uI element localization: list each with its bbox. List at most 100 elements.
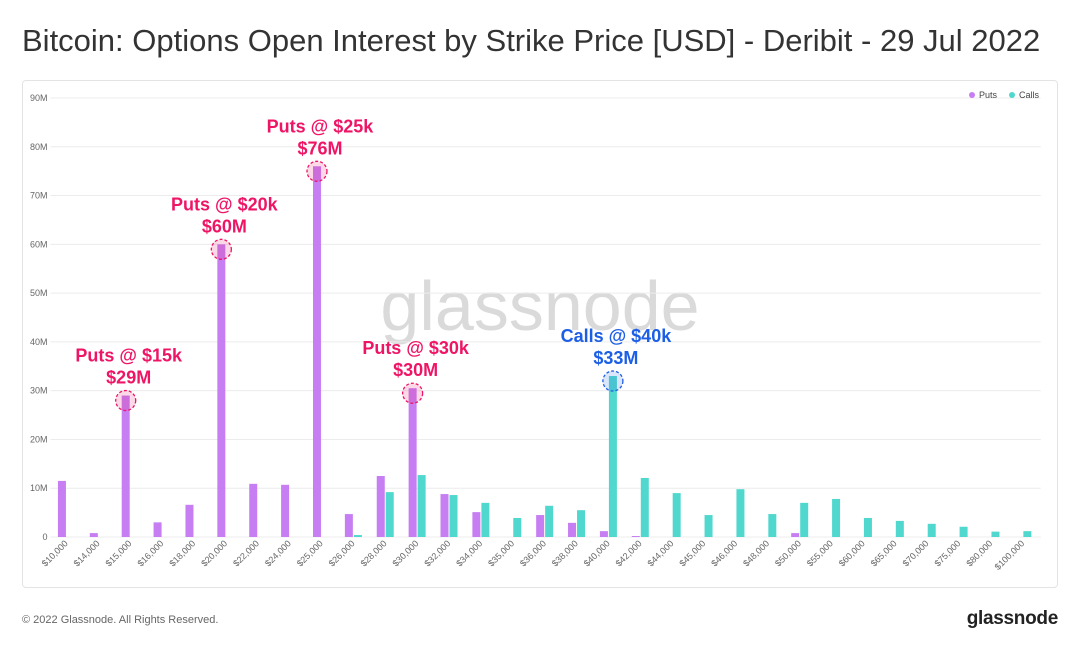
bar-puts: [185, 504, 194, 537]
bar-calls: [768, 514, 777, 537]
annotation-label: Puts @ $20k: [171, 194, 279, 214]
page-title: Bitcoin: Options Open Interest by Strike…: [22, 23, 1041, 58]
y-tick-label: 20M: [30, 434, 48, 444]
annotation-marker: [115, 389, 137, 412]
x-tick-label: $24,000: [263, 538, 293, 568]
x-tick-label: $10,000: [40, 538, 70, 568]
x-tick-label: $70,000: [901, 538, 931, 568]
bar-puts: [631, 536, 640, 537]
copyright-text: © 2022 Glassnode. All Rights Reserved.: [22, 614, 219, 626]
bar-puts: [536, 515, 545, 537]
bar-puts: [249, 483, 258, 537]
bar-calls: [545, 505, 554, 537]
bar-calls: [353, 535, 362, 537]
bar-puts: [121, 395, 130, 537]
x-tick-label: $42,000: [614, 538, 644, 568]
x-tick-label: $36,000: [518, 538, 548, 568]
x-tick-label: $80,000: [964, 538, 994, 568]
annotation-value: $60M: [202, 216, 247, 236]
annotations: Puts @ $15k$29M Puts @ $20k$60M Puts @ $25…: [75, 116, 673, 412]
x-tick-label: $28,000: [359, 538, 389, 568]
annotation-puts: Puts @ $20k$60M: [171, 194, 279, 260]
x-tick-label: $34,000: [454, 538, 484, 568]
bar-puts: [217, 244, 226, 538]
x-tick-label: $44,000: [646, 538, 676, 568]
bar-calls: [513, 517, 522, 537]
y-tick-label: 0: [42, 532, 47, 542]
x-tick-label: $40,000: [582, 538, 612, 568]
legend-item-calls[interactable]: Calls: [1008, 89, 1039, 101]
x-axis: $10,000 $14,000 $15,000 $16,000 $18,000 $20,0…: [40, 538, 1027, 572]
x-tick-label: $25,000: [295, 538, 325, 568]
bar-calls: [927, 523, 936, 537]
annotation-label: Puts @ $15k: [75, 346, 183, 366]
legend: Puts Calls: [968, 89, 1039, 101]
y-tick-label: 80M: [30, 142, 48, 152]
legend-item-puts[interactable]: Puts: [968, 89, 997, 101]
x-tick-label: $18,000: [167, 538, 197, 568]
bar-puts: [791, 533, 800, 537]
legend-label-calls: Calls: [1018, 90, 1039, 100]
bar-puts: [57, 480, 66, 537]
bar-calls: [832, 498, 841, 537]
x-tick-label: $14,000: [72, 538, 102, 568]
bar-calls: [672, 493, 681, 537]
annotation-marker: [401, 382, 424, 404]
annotation-marker: [210, 238, 232, 260]
x-tick-label: $15,000: [104, 538, 134, 568]
gridlines: [50, 97, 1041, 538]
glassnode-logo[interactable]: glassnode: [966, 608, 1059, 629]
x-tick-label: $50,000: [773, 538, 803, 568]
x-tick-label: $30,000: [390, 538, 420, 568]
series-puts: [57, 166, 800, 538]
annotation-value: $33M: [593, 348, 638, 368]
annotation-label: Calls @ $40k: [561, 326, 673, 346]
bar-calls: [385, 492, 394, 537]
bar-calls: [959, 526, 968, 537]
series-calls: [353, 376, 1032, 537]
x-tick-label: $45,000: [677, 538, 707, 568]
annotation-value: $30M: [393, 360, 438, 380]
annotation-value: $29M: [106, 368, 151, 388]
bar-puts: [281, 484, 290, 537]
legend-label-puts: Puts: [978, 90, 997, 100]
x-tick-label: $75,000: [932, 538, 962, 568]
annotation-label: Puts @ $30k: [362, 338, 470, 358]
y-tick-label: 90M: [30, 93, 48, 103]
x-tick-label: $48,000: [741, 538, 771, 568]
bar-calls: [577, 510, 586, 537]
bar-calls: [800, 502, 809, 537]
x-tick-label: $55,000: [805, 538, 835, 568]
bar-calls: [704, 515, 713, 537]
legend-dot-calls-icon: [1008, 92, 1015, 98]
y-tick-label: 10M: [30, 483, 48, 493]
annotation-puts: Puts @ $15k$29M: [75, 346, 183, 412]
legend-dot-puts-icon: [968, 92, 975, 98]
x-tick-label: $38,000: [550, 538, 580, 568]
x-tick-label: $20,000: [199, 538, 229, 568]
bar-calls: [895, 520, 904, 537]
x-tick-label: $22,000: [231, 538, 261, 568]
bar-puts: [153, 522, 162, 537]
annotation-puts: Puts @ $25k$76M: [267, 116, 375, 182]
bar-puts: [312, 166, 321, 537]
bar-calls: [417, 475, 426, 537]
x-tick-label: $65,000: [869, 538, 899, 568]
y-axis: 0 10M 20M 30M 40M 50M 60M 70M 80M 90M: [30, 93, 48, 542]
y-tick-label: 30M: [30, 386, 48, 396]
bar-calls: [608, 376, 617, 537]
annotation-value: $76M: [297, 138, 342, 158]
x-tick-label: $26,000: [327, 538, 357, 568]
annotation-label: Puts @ $25k: [267, 116, 375, 136]
bar-calls: [1023, 531, 1032, 537]
x-tick-label: $32,000: [422, 538, 452, 568]
annotation-marker: [602, 370, 624, 392]
chart-container: glassnode 0 10M 20M 30M 40M 50M 60M 70M 80M 90M $10…: [22, 80, 1058, 588]
annotation-marker: [306, 160, 328, 182]
bar-calls: [863, 517, 872, 537]
y-tick-label: 40M: [30, 337, 48, 347]
annotation-calls: Calls @ $40k$33M: [561, 326, 673, 392]
bar-puts: [89, 533, 98, 537]
bar-calls: [991, 531, 1000, 537]
bar-calls: [481, 502, 490, 537]
